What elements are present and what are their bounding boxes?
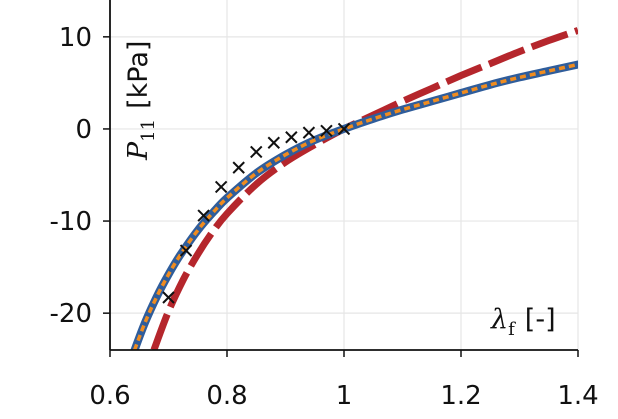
grid [109, 0, 579, 350]
data-point-3 [214, 180, 228, 194]
data-point-6 [267, 136, 281, 149]
y-tick-label-3: -20 [50, 299, 92, 329]
series-line-2-dotted [132, 62, 578, 350]
x-tick-label-0: 0.6 [89, 381, 130, 411]
x-tick-label-2: 1 [336, 381, 353, 411]
axes [103, 0, 579, 357]
y-axis-label: P11[kPa] [123, 41, 159, 161]
data-point-0 [162, 291, 175, 304]
data-point-5 [250, 145, 263, 159]
data-point-7 [285, 131, 298, 144]
y-tick-label-2: -10 [50, 207, 92, 237]
x-tick-label-3: 1.2 [440, 381, 481, 411]
data-point-10 [337, 122, 351, 136]
data-point-2 [197, 209, 210, 222]
x-tick-label-4: 1.4 [557, 381, 598, 411]
tick-labels: 0.6 0.8 1 1.2 1.4 10 0 -10 -20 [50, 23, 599, 411]
series-line-1-solid [130, 60, 578, 350]
x-axis-label: λf [-] [490, 304, 556, 340]
data-point-1 [179, 244, 193, 257]
series-layer [130, 27, 578, 350]
data-point-9 [320, 124, 333, 137]
x-tick-label-1: 0.8 [206, 381, 247, 411]
y-tick-label-1: 0 [75, 115, 92, 145]
data-point-8 [302, 126, 316, 139]
y-tick-label-0: 10 [59, 23, 92, 53]
data-point-4 [232, 161, 245, 174]
